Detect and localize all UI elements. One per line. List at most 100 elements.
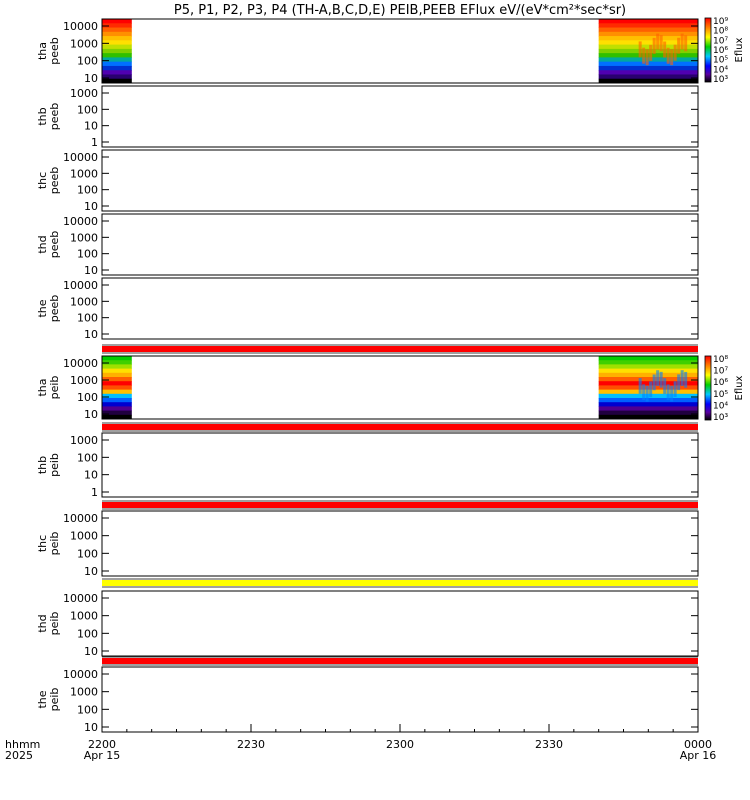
panel-product-label: peib	[48, 612, 61, 636]
spectrogram-cell	[663, 41, 667, 58]
flag-bar	[102, 346, 698, 352]
panel-probe-label: thb	[36, 456, 49, 474]
y-tick-label: 10	[84, 645, 98, 658]
flag-bar	[102, 502, 698, 508]
colorbar-label: Eflux	[734, 375, 745, 400]
y-tick-label: 100	[77, 627, 98, 640]
spectrogram-band	[102, 78, 132, 84]
y-tick-label: 1000	[70, 686, 98, 699]
spectrogram-band	[102, 402, 132, 407]
panel-frame	[101, 590, 699, 657]
panel-probe-label: the	[36, 690, 49, 708]
spectrogram-band	[102, 61, 132, 67]
panel-frame	[101, 666, 699, 733]
spectrogram-band	[102, 19, 132, 24]
panel-frame	[101, 355, 699, 420]
time-row-label-2: 2025	[5, 749, 33, 762]
panel-frame	[101, 213, 699, 276]
panel-product-label: peib	[48, 376, 61, 400]
y-tick-label: 10	[84, 565, 98, 578]
colorbars: 10⁹10⁸10⁷10⁶10⁵10⁴10³Eflux10⁸10⁷10⁶10⁵10…	[704, 17, 745, 423]
spectrogram-band	[102, 74, 132, 80]
y-tick-label: 100	[77, 547, 98, 560]
spectrogram-cell	[673, 381, 677, 398]
spectrogram-band	[598, 70, 698, 75]
panel-probe-label: thd	[36, 235, 49, 253]
y-tick-label: 10	[84, 721, 98, 734]
spectrogram-band	[598, 36, 698, 41]
y-tick-label: 100	[77, 55, 98, 68]
chart-title: P5, P1, P2, P3, P4 (TH-A,B,C,D,E) PEIB,P…	[174, 3, 626, 18]
spectrogram-band	[598, 78, 698, 84]
panel-probe-label: thc	[36, 172, 49, 189]
spectrogram-cell	[666, 47, 670, 64]
spectrogram-band	[598, 410, 698, 416]
spectrogram-band	[102, 48, 132, 54]
panel-probe-label: thc	[36, 535, 49, 552]
y-tick-label: 1000	[70, 87, 98, 100]
panel-tha-peeb: 10000 1000 100 10 tha peeb	[36, 18, 699, 85]
colorbar-tick-label: 10⁶	[713, 46, 728, 56]
colorbar-tick-label: 10³	[713, 413, 728, 423]
spectrogram-band	[598, 406, 698, 412]
y-tick-label: 10	[84, 328, 98, 341]
spectrogram-band	[598, 44, 698, 50]
spectrogram-cell	[677, 37, 681, 54]
y-tick-label: 1000	[70, 295, 98, 308]
y-tick-label: 10	[84, 408, 98, 421]
colorbar-tick-label: 10⁸	[713, 27, 728, 37]
y-tick-label: 100	[77, 103, 98, 116]
time-row-label-1: hhmm	[5, 738, 40, 751]
spectrogram-band	[102, 44, 132, 50]
spectrogram-band	[102, 385, 132, 391]
y-tick-label: 10000	[63, 215, 98, 228]
x-tick-label: 2300	[386, 738, 414, 751]
spectrogram-cell	[638, 378, 642, 394]
spectrogram-cell	[645, 385, 649, 402]
y-tick-label: 10000	[63, 151, 98, 164]
x-tick-label: 2230	[237, 738, 265, 751]
spectrogram-band	[598, 65, 698, 71]
flag-bar	[102, 580, 698, 586]
spectrogram-band	[102, 65, 132, 71]
panel-frame	[101, 510, 699, 577]
spectrogram-cell	[656, 33, 660, 50]
x-tick-label: 0000	[684, 738, 712, 751]
spectrogram-cell	[652, 374, 656, 391]
y-tick-label: 100	[77, 248, 98, 261]
spectrogram-cell	[642, 384, 646, 401]
spectrogram-band	[102, 23, 132, 29]
y-tick-label: 1000	[70, 530, 98, 543]
colorbar-tick-label: 10⁴	[713, 401, 728, 411]
colorbar-label: Eflux	[734, 37, 745, 62]
flag-bars	[102, 344, 698, 666]
y-tick-label: 100	[77, 312, 98, 325]
flag-bar	[102, 658, 698, 664]
spectrogram-band	[102, 27, 132, 33]
panel-product-label: peib	[48, 532, 61, 556]
spectrogram-cell	[677, 374, 681, 391]
spectrogram-band	[102, 406, 132, 412]
y-tick-label: 1000	[70, 374, 98, 387]
spectrogram-band	[598, 40, 698, 46]
y-tick-label: 1000	[70, 610, 98, 623]
panel-product-label: peeb	[48, 295, 61, 323]
panel-product-label: peeb	[48, 231, 61, 259]
spectrogram-band	[598, 414, 698, 420]
colorbar-tick-label: 10⁷	[713, 36, 728, 46]
panel-the-peib: 10000 1000 100 10 the peib	[36, 666, 699, 734]
spectrogram-cell	[642, 47, 646, 64]
colorbar-scale	[704, 355, 712, 421]
spectrogram-band	[598, 402, 698, 407]
spectrogram-cell	[673, 44, 677, 61]
spectrogram-band	[102, 364, 132, 370]
panel-thd-peib: 10000 1000 100 10 thd peib	[36, 590, 699, 658]
y-tick-label: 100	[77, 391, 98, 404]
y-tick-label: 10	[84, 264, 98, 277]
y-tick-label: 1000	[70, 231, 98, 244]
spectrogram-band	[102, 53, 132, 58]
y-tick-label: 10000	[63, 592, 98, 605]
